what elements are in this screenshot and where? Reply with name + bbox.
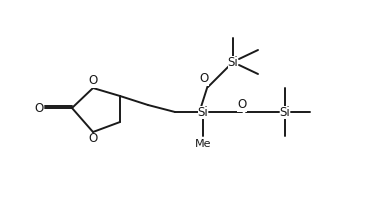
Text: Si: Si xyxy=(228,56,238,68)
Text: O: O xyxy=(237,99,247,111)
Text: O: O xyxy=(34,102,44,114)
Text: Si: Si xyxy=(198,105,208,119)
Text: O: O xyxy=(88,132,98,146)
Text: O: O xyxy=(88,74,98,88)
Text: Me: Me xyxy=(195,139,211,149)
Text: Si: Si xyxy=(280,105,290,119)
Text: O: O xyxy=(200,73,208,85)
